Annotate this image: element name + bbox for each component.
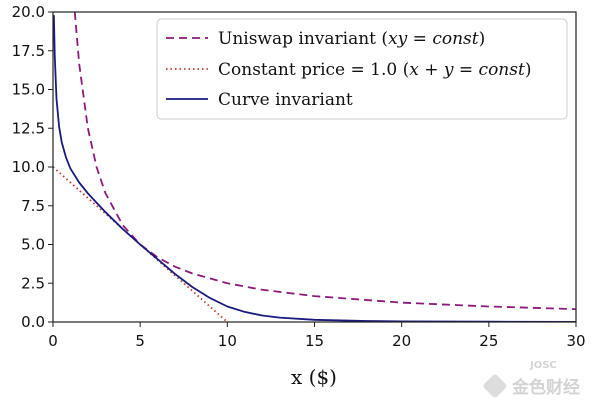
legend-label-uniswap: Uniswap invariant (xy = const) <box>218 29 485 49</box>
y-tick-label: 7.5 <box>21 197 45 215</box>
series-line-2 <box>53 15 576 322</box>
watermark-small-text: JOSC <box>529 360 557 371</box>
x-axis: 0 5 10 15 20 25 30 <box>48 322 586 350</box>
y-tick-label: 12.5 <box>12 119 45 137</box>
legend: Uniswap invariant (xy = const) Constant … <box>156 18 568 120</box>
x-tick-label: 25 <box>479 332 498 350</box>
x-tick-label: 10 <box>218 332 237 350</box>
y-tick-label: 20.0 <box>12 3 45 21</box>
y-tick-label: 15.0 <box>12 81 45 99</box>
x-tick-label: 0 <box>48 332 58 350</box>
y-tick-label: 0.0 <box>21 313 45 331</box>
watermark-text: 金色财经 <box>511 377 580 398</box>
y-tick-label: 5.0 <box>21 236 45 254</box>
y-tick-label: 2.5 <box>21 274 45 292</box>
watermark-logo-icon <box>483 374 507 398</box>
watermark: JOSC 金色财经 <box>483 360 580 398</box>
legend-label-curve: Curve invariant <box>218 90 353 110</box>
x-tick-label: 15 <box>305 332 324 350</box>
x-tick-label: 20 <box>392 332 411 350</box>
y-tick-label: 10.0 <box>12 158 45 176</box>
series-line-1 <box>53 166 228 322</box>
x-tick-label: 5 <box>135 332 145 350</box>
y-tick-label: 17.5 <box>12 42 45 60</box>
series-line-0 <box>73 12 576 311</box>
series-layer <box>53 12 576 322</box>
x-tick-label: 30 <box>566 332 585 350</box>
y-axis: 0.0 2.5 5.0 7.5 10.0 12.5 15.0 17.5 20.0 <box>12 3 53 331</box>
legend-label-constant-price: Constant price = 1.0 (x + y = const) <box>218 60 531 80</box>
x-axis-label: x ($) <box>291 365 337 389</box>
legend-box <box>156 18 568 120</box>
